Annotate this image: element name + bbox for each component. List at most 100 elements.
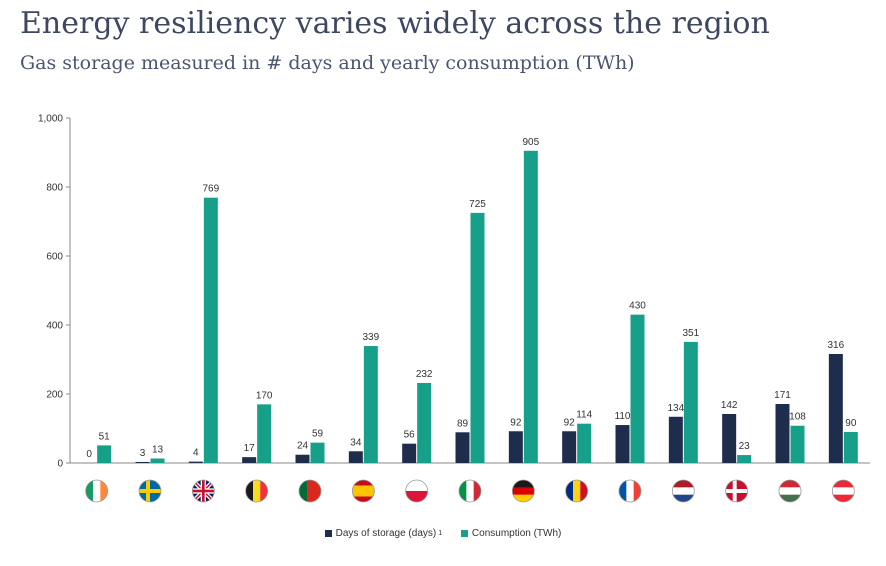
bar-storage xyxy=(188,461,203,463)
bar-storage xyxy=(828,353,843,463)
uk-flag-icon xyxy=(192,480,215,502)
bar-storage xyxy=(135,461,150,463)
denmark-flag-icon xyxy=(725,480,748,502)
bar-storage xyxy=(722,414,737,463)
bar-consumption xyxy=(630,314,645,463)
france-flag-icon xyxy=(619,480,641,502)
bar-storage xyxy=(562,431,577,463)
y-tick-label: 800 xyxy=(46,183,63,194)
data-label-storage: 92 xyxy=(510,417,522,428)
data-label-storage: 134 xyxy=(667,403,684,414)
data-label-consumption: 232 xyxy=(416,369,433,380)
data-label-consumption: 108 xyxy=(789,412,806,423)
data-label-storage: 17 xyxy=(244,443,256,454)
bar-storage xyxy=(348,451,363,463)
y-tick-label: 400 xyxy=(46,321,63,332)
flag-outline xyxy=(565,479,589,503)
flag-outline xyxy=(671,479,695,503)
data-label-storage: 24 xyxy=(297,441,309,452)
spain-flag-icon xyxy=(352,480,375,502)
belgium-flag-icon xyxy=(245,480,268,502)
data-label-storage: 142 xyxy=(721,400,738,411)
legend-label-storage: Days of storage (days) xyxy=(335,528,437,539)
bar-storage xyxy=(668,416,683,463)
data-label-storage: 110 xyxy=(615,411,631,422)
y-tick-label: 200 xyxy=(46,390,63,401)
bar-consumption xyxy=(790,425,805,463)
flag-outline xyxy=(618,479,642,503)
netherlands-flag-icon xyxy=(672,480,695,502)
bar-consumption xyxy=(203,197,218,463)
italy-flag-icon xyxy=(459,480,481,502)
bar-storage xyxy=(455,432,470,463)
data-label-storage: 316 xyxy=(827,340,844,351)
bar-consumption xyxy=(470,212,485,463)
bar-storage xyxy=(402,443,417,463)
flag-outline xyxy=(511,479,535,503)
bar-storage xyxy=(508,431,523,463)
flag-outline xyxy=(831,479,855,503)
bar-consumption xyxy=(363,346,378,463)
flag-outline xyxy=(458,479,482,503)
bar-consumption xyxy=(843,431,858,463)
legend-item-storage: Days of storage (days) 1 xyxy=(324,528,443,539)
data-label-consumption: 23 xyxy=(739,441,751,452)
flag-outline xyxy=(85,479,109,503)
hungary-flag-icon xyxy=(779,480,801,502)
flag-outline xyxy=(778,479,802,503)
data-label-storage: 34 xyxy=(350,437,362,448)
flag-outline xyxy=(405,479,429,503)
y-tick-label: 600 xyxy=(46,252,63,263)
data-label-storage: 92 xyxy=(564,417,576,428)
data-label-consumption: 51 xyxy=(99,431,111,442)
ireland-flag-icon xyxy=(85,480,108,502)
bar-storage xyxy=(242,457,257,463)
bar-consumption xyxy=(150,458,165,463)
bar-consumption xyxy=(683,341,698,463)
bar-storage xyxy=(615,425,630,463)
bar-consumption xyxy=(310,442,325,463)
poland-flag-icon xyxy=(405,480,428,502)
flag-outline xyxy=(725,479,749,503)
data-label-storage: 171 xyxy=(774,390,791,401)
data-label-storage: 4 xyxy=(193,448,199,459)
legend-swatch-consumption xyxy=(460,530,468,537)
bar-consumption xyxy=(97,445,112,463)
y-tick-label: 1,000 xyxy=(38,114,63,125)
data-label-storage: 89 xyxy=(457,418,469,429)
bar-storage xyxy=(775,404,790,463)
portugal-flag-icon xyxy=(299,480,321,502)
data-label-storage: 3 xyxy=(140,448,146,459)
germany-flag-icon xyxy=(512,480,535,502)
legend-footnote-marker: 1 xyxy=(438,530,443,537)
flag-outline xyxy=(138,479,162,503)
data-label-consumption: 170 xyxy=(256,390,273,401)
flag-outline xyxy=(245,479,269,503)
bar-consumption xyxy=(737,455,752,463)
legend-label-consumption: Consumption (TWh) xyxy=(471,528,562,539)
bar-consumption xyxy=(417,382,432,463)
data-label-consumption: 114 xyxy=(576,410,592,421)
flag-outline xyxy=(298,479,322,503)
bar-consumption xyxy=(523,150,538,463)
data-label-consumption: 351 xyxy=(682,328,699,339)
data-label-storage: 56 xyxy=(404,430,416,441)
data-label-consumption: 90 xyxy=(845,418,857,429)
data-label-consumption: 59 xyxy=(312,429,324,440)
bar-storage xyxy=(295,454,310,463)
sweden-flag-icon xyxy=(139,480,161,502)
chart-legend: Days of storage (days) 1 Consumption (TW… xyxy=(0,528,886,540)
austria-flag-icon xyxy=(832,480,855,502)
data-label-storage: 0 xyxy=(86,449,92,460)
romania-flag-icon xyxy=(565,480,588,502)
flag-outline xyxy=(191,479,215,503)
data-label-consumption: 339 xyxy=(362,332,379,343)
legend-item-consumption: Consumption (TWh) xyxy=(460,528,562,539)
data-label-consumption: 769 xyxy=(202,184,219,195)
data-label-consumption: 905 xyxy=(522,137,539,148)
flag-outline xyxy=(351,479,375,503)
chart-subtitle: Gas storage measured in # days and yearl… xyxy=(20,52,635,74)
data-label-consumption: 13 xyxy=(152,445,164,456)
bar-consumption xyxy=(577,423,592,463)
